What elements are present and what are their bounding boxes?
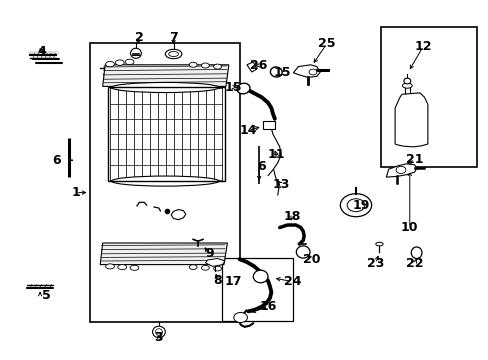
Ellipse shape — [253, 270, 267, 283]
Text: 3: 3 — [154, 331, 163, 344]
Ellipse shape — [213, 266, 221, 271]
Polygon shape — [205, 258, 224, 266]
Text: 8: 8 — [213, 274, 222, 287]
Text: 6: 6 — [257, 160, 265, 173]
Circle shape — [340, 194, 371, 217]
Bar — [222, 258, 293, 321]
Text: 4: 4 — [37, 45, 46, 58]
Text: 15: 15 — [273, 66, 291, 79]
Circle shape — [346, 199, 364, 212]
Text: 10: 10 — [400, 221, 418, 234]
Text: 7: 7 — [169, 31, 178, 44]
Ellipse shape — [115, 60, 124, 66]
Bar — [90, 43, 239, 322]
Bar — [107, 87, 224, 181]
Text: 5: 5 — [42, 289, 51, 302]
Text: 15: 15 — [224, 81, 242, 94]
Text: 6: 6 — [52, 154, 61, 167]
Polygon shape — [102, 65, 228, 86]
Ellipse shape — [410, 247, 421, 258]
Polygon shape — [100, 243, 227, 265]
Ellipse shape — [155, 329, 162, 335]
Ellipse shape — [105, 62, 114, 67]
Text: 2: 2 — [135, 31, 143, 44]
Text: 1: 1 — [71, 186, 80, 199]
Ellipse shape — [237, 83, 249, 94]
Text: 21: 21 — [405, 153, 423, 166]
Ellipse shape — [296, 246, 309, 258]
Text: 19: 19 — [351, 199, 369, 212]
Ellipse shape — [402, 83, 411, 88]
Circle shape — [233, 312, 247, 323]
Ellipse shape — [130, 265, 139, 270]
Polygon shape — [293, 65, 320, 77]
Ellipse shape — [270, 67, 282, 77]
Text: 11: 11 — [267, 148, 285, 161]
Ellipse shape — [201, 63, 209, 68]
Ellipse shape — [118, 265, 126, 270]
Text: 12: 12 — [413, 40, 431, 53]
Text: 26: 26 — [249, 59, 266, 72]
Bar — [381, 27, 476, 167]
Ellipse shape — [168, 51, 178, 57]
Ellipse shape — [213, 64, 221, 69]
Ellipse shape — [152, 326, 165, 338]
Ellipse shape — [130, 48, 141, 58]
Ellipse shape — [125, 59, 134, 65]
Text: 23: 23 — [366, 257, 384, 270]
Text: 9: 9 — [204, 247, 213, 260]
Polygon shape — [386, 164, 416, 177]
Polygon shape — [394, 93, 427, 147]
Ellipse shape — [403, 78, 410, 84]
Ellipse shape — [111, 82, 219, 93]
Text: 16: 16 — [259, 300, 276, 313]
Ellipse shape — [105, 264, 114, 269]
Text: 13: 13 — [272, 178, 289, 191]
Text: 25: 25 — [317, 37, 335, 50]
Text: 18: 18 — [283, 210, 301, 223]
Ellipse shape — [375, 242, 383, 246]
Text: 22: 22 — [405, 257, 423, 270]
Ellipse shape — [189, 265, 197, 269]
Text: 14: 14 — [239, 124, 257, 137]
Ellipse shape — [189, 62, 197, 67]
Circle shape — [395, 166, 405, 174]
Ellipse shape — [201, 266, 209, 270]
Circle shape — [308, 69, 316, 75]
FancyBboxPatch shape — [263, 121, 274, 129]
Ellipse shape — [111, 176, 219, 186]
Ellipse shape — [165, 49, 182, 59]
Text: 24: 24 — [283, 275, 301, 288]
Text: 17: 17 — [224, 275, 242, 288]
Text: 20: 20 — [303, 253, 320, 266]
Polygon shape — [246, 62, 256, 72]
